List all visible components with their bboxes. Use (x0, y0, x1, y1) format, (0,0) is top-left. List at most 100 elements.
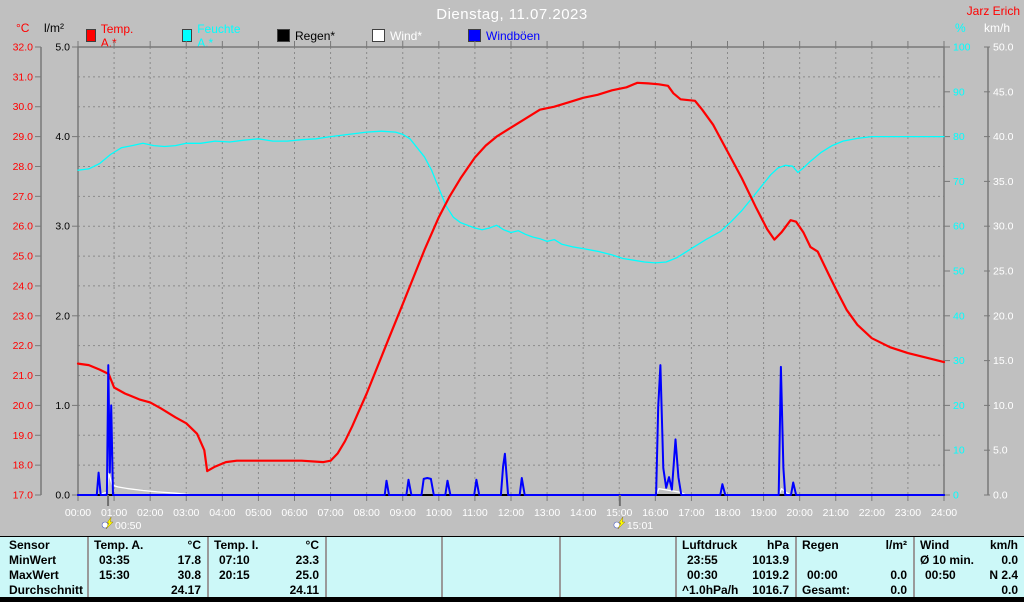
x-axis-label: 05:00 (245, 507, 271, 519)
temp-tick-label: 26.0 (13, 221, 34, 233)
series-wind (77, 472, 945, 496)
temp-tick-label: 31.0 (13, 71, 34, 83)
x-axis-label: 13:00 (534, 507, 560, 519)
table-data-row: 00:00 0.0 (807, 568, 907, 582)
series-temp-a (76, 81, 946, 473)
table-data-row: 23:55 1013.9 (687, 553, 789, 567)
rain-tick-label: 4.0 (55, 131, 70, 143)
table-data-row: 07:10 23.3 (219, 553, 319, 567)
table-header-row: Temp. I. °C (214, 538, 319, 552)
wind-tick-label: 15.0 (993, 355, 1014, 367)
statistics-table: Sensor MinWert MaxWert Durchschnitt Temp. A.… (0, 536, 1024, 598)
table-data-row: 03:35 17.8 (99, 553, 201, 567)
table-column-regen: Regen l/m² 00:00 0.0 Gesamt: 0.0 (795, 537, 913, 598)
humidity-tick-label: 50 (953, 266, 965, 278)
axis-title-humidity: % (955, 21, 966, 35)
humidity-tick-label: 90 (953, 86, 965, 98)
legend-label: Wind* (390, 28, 423, 43)
humidity-tick-label: 30 (953, 355, 965, 367)
table-row-label: Durchschnitt (9, 583, 84, 597)
table-data-row (561, 583, 675, 598)
marker-icon-00-50 (101, 516, 114, 530)
rain-tick-label: 3.0 (55, 221, 70, 233)
x-axis-label: 04:00 (209, 507, 235, 519)
wind-tick-label: 10.0 (993, 400, 1014, 412)
x-axis-label: 16:00 (642, 507, 668, 519)
wind-tick-label: 35.0 (993, 176, 1014, 188)
x-axis-label: 22:00 (859, 507, 885, 519)
x-axis-label: 00:00 (65, 507, 91, 519)
table-data-row: 24.17 (170, 583, 201, 597)
x-axis-label: 23:00 (895, 507, 921, 519)
table-data-row: 00:30 1019.2 (687, 568, 789, 582)
temp-tick-label: 23.0 (13, 310, 34, 322)
temp-tick-label: 24.0 (13, 280, 34, 292)
table-header-row (561, 538, 675, 553)
temp-tick-label: 21.0 (13, 370, 34, 382)
temp-tick-label: 25.0 (13, 251, 34, 263)
table-data-row (327, 568, 441, 583)
table-data-row: 00:50 N 2.4 (925, 568, 1018, 582)
temp-tick-label: 32.0 (13, 42, 34, 54)
x-axis-label: 10:00 (426, 507, 452, 519)
table-data-row (443, 553, 559, 568)
x-axis-label: 06:00 (281, 507, 307, 519)
series-feuchte-a (77, 130, 945, 264)
axis-title-wind: km/h (984, 21, 1011, 35)
table-data-row (561, 568, 675, 583)
x-axis-label: 09:00 (390, 507, 416, 519)
table-column-wind: Wind km/h Ø 10 min. 0.0 00:50 N 2.4 0.0 (913, 537, 1024, 598)
table-data-row: 15:30 30.8 (99, 568, 201, 582)
temp-tick-label: 28.0 (13, 161, 34, 173)
table-column-empty-3 (441, 537, 559, 598)
station-name: Jarz Erich (966, 4, 1020, 18)
humidity-tick-label: 60 (953, 221, 965, 233)
x-axis-label: 03:00 (173, 507, 199, 519)
table-data-row (797, 553, 913, 568)
wind-tick-label: 50.0 (993, 42, 1014, 54)
legend-swatch (86, 29, 96, 42)
x-axis-label: 01:00 (101, 507, 127, 519)
table-data-row: 24.11 (289, 583, 319, 597)
x-axis-label: 24:00 (931, 507, 957, 519)
legend-swatch (182, 29, 193, 42)
legend-item-1: Temp. A.* (86, 22, 137, 50)
rain-tick-label: 2.0 (55, 310, 70, 322)
table-header-row: Luftdruck hPa (682, 538, 789, 552)
x-axis-label: 02:00 (137, 507, 163, 519)
wind-tick-label: 5.0 (993, 445, 1008, 457)
table-row-label: MinWert (9, 553, 57, 567)
bottom-divider (0, 597, 1024, 602)
x-axis-label: 11:00 (462, 507, 488, 519)
table-row-label-column: Sensor MinWert MaxWert Durchschnitt (4, 537, 87, 598)
marker-icon-15-01 (613, 516, 626, 530)
x-axis-label: 18:00 (714, 507, 740, 519)
weather-chart: 17.0 18.0 19.0 20.0 21.0 22.0 23.0 24.0 25.0 26.0… (13, 41, 1014, 532)
marker-label: 15:01 (627, 520, 653, 532)
x-axis-label: 12:00 (498, 507, 524, 519)
temp-tick-label: 18.0 (13, 460, 34, 472)
legend-swatch (372, 29, 385, 42)
temp-tick-label: 17.0 (13, 490, 34, 502)
x-axis-label: 17:00 (678, 507, 704, 519)
temp-tick-label: 27.0 (13, 191, 34, 203)
page-title: Dienstag, 11.07.2023 (436, 6, 588, 23)
humidity-tick-label: 100 (953, 42, 971, 54)
x-axis-label: 07:00 (317, 507, 343, 519)
table-data-row (443, 583, 559, 598)
temp-tick-label: 20.0 (13, 400, 34, 412)
humidity-tick-label: 20 (953, 400, 965, 412)
wind-tick-label: 20.0 (993, 310, 1014, 322)
table-data-row (327, 553, 441, 568)
table-data-row: ^1.0hPa/h 1016.7 (682, 583, 789, 597)
legend-label: Regen* (295, 28, 336, 43)
table-header-row: Regen l/m² (802, 538, 907, 552)
table-data-row: 0.0 (1001, 583, 1018, 597)
table-column-luftdruck: Luftdruck hPa 23:55 1013.9 00:30 1019.2 ^1.0hP… (675, 537, 795, 598)
marker-label: 00:50 (115, 520, 141, 532)
temp-tick-label: 19.0 (13, 430, 34, 442)
temp-tick-label: 29.0 (13, 131, 34, 143)
x-axis-label: 20:00 (787, 507, 813, 519)
rain-tick-label: 1.0 (55, 400, 70, 412)
